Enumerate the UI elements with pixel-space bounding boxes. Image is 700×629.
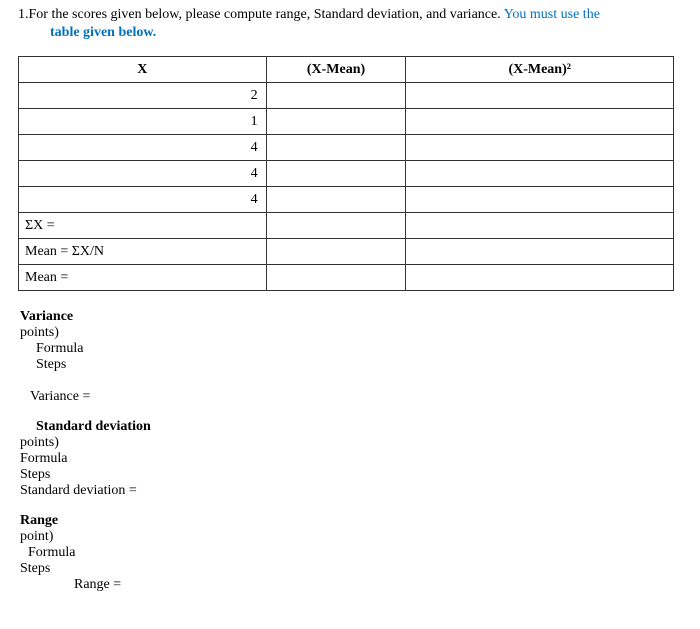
question-text: For the scores given below, please compu… bbox=[29, 7, 501, 22]
sum-label: ΣX = bbox=[19, 213, 267, 239]
range-steps: Steps bbox=[20, 561, 682, 577]
sum-row: ΣX = bbox=[19, 213, 674, 239]
table-row: 1 bbox=[19, 109, 674, 135]
xm2-cell bbox=[406, 135, 674, 161]
xm2-cell bbox=[406, 83, 674, 109]
x-value: 1 bbox=[19, 109, 267, 135]
must-use-text: You must use the bbox=[504, 7, 600, 22]
x-value: 2 bbox=[19, 83, 267, 109]
mean-formula-row: Mean = ΣX/N bbox=[19, 239, 674, 265]
xm-cell bbox=[266, 83, 406, 109]
range-section: Range point) Formula Steps Range = bbox=[18, 513, 682, 593]
mean-formula-label: Mean = ΣX/N bbox=[19, 239, 267, 265]
empty-cell bbox=[266, 265, 406, 291]
x-value: 4 bbox=[19, 135, 267, 161]
table-row: 4 bbox=[19, 135, 674, 161]
variance-points: points) bbox=[20, 325, 682, 341]
xm-cell bbox=[266, 135, 406, 161]
mean-row: Mean = bbox=[19, 265, 674, 291]
range-result: Range = bbox=[74, 577, 682, 593]
sd-formula: Formula bbox=[20, 451, 682, 467]
variance-section: Variance points) Formula Steps Variance … bbox=[18, 309, 682, 405]
data-table: X (X-Mean) (X-Mean)² 2 1 4 4 4 ΣX = Mean… bbox=[18, 56, 674, 291]
variance-formula: Formula bbox=[36, 341, 682, 357]
table-row: 2 bbox=[19, 83, 674, 109]
range-title: Range bbox=[20, 513, 682, 529]
header-xmean: (X-Mean) bbox=[266, 57, 406, 83]
variance-title: Variance bbox=[20, 309, 682, 325]
sd-title: Standard deviation bbox=[36, 419, 682, 435]
empty-cell bbox=[266, 239, 406, 265]
empty-cell bbox=[406, 239, 674, 265]
sd-steps: Steps bbox=[20, 467, 682, 483]
sd-points: points) bbox=[20, 435, 682, 451]
xm-cell bbox=[266, 187, 406, 213]
variance-result: Variance = bbox=[30, 389, 682, 405]
question-prompt: 1.For the scores given below, please com… bbox=[18, 6, 682, 42]
variance-steps: Steps bbox=[36, 357, 682, 373]
xm-cell bbox=[266, 161, 406, 187]
question-number: 1. bbox=[18, 7, 29, 22]
xm2-cell bbox=[406, 161, 674, 187]
header-xmean2: (X-Mean)² bbox=[406, 57, 674, 83]
table-row: 4 bbox=[19, 161, 674, 187]
sd-result: Standard deviation = bbox=[20, 483, 682, 499]
range-point: point) bbox=[20, 529, 682, 545]
range-formula: Formula bbox=[28, 545, 682, 561]
sd-section: Standard deviation points) Formula Steps… bbox=[18, 419, 682, 499]
empty-cell bbox=[266, 213, 406, 239]
x-value: 4 bbox=[19, 161, 267, 187]
table-row: 4 bbox=[19, 187, 674, 213]
empty-cell bbox=[406, 213, 674, 239]
table-header-row: X (X-Mean) (X-Mean)² bbox=[19, 57, 674, 83]
header-x: X bbox=[19, 57, 267, 83]
xm2-cell bbox=[406, 109, 674, 135]
mean-label: Mean = bbox=[19, 265, 267, 291]
must-use-text-2: table given below. bbox=[50, 25, 156, 40]
x-value: 4 bbox=[19, 187, 267, 213]
xm2-cell bbox=[406, 187, 674, 213]
empty-cell bbox=[406, 265, 674, 291]
xm-cell bbox=[266, 109, 406, 135]
